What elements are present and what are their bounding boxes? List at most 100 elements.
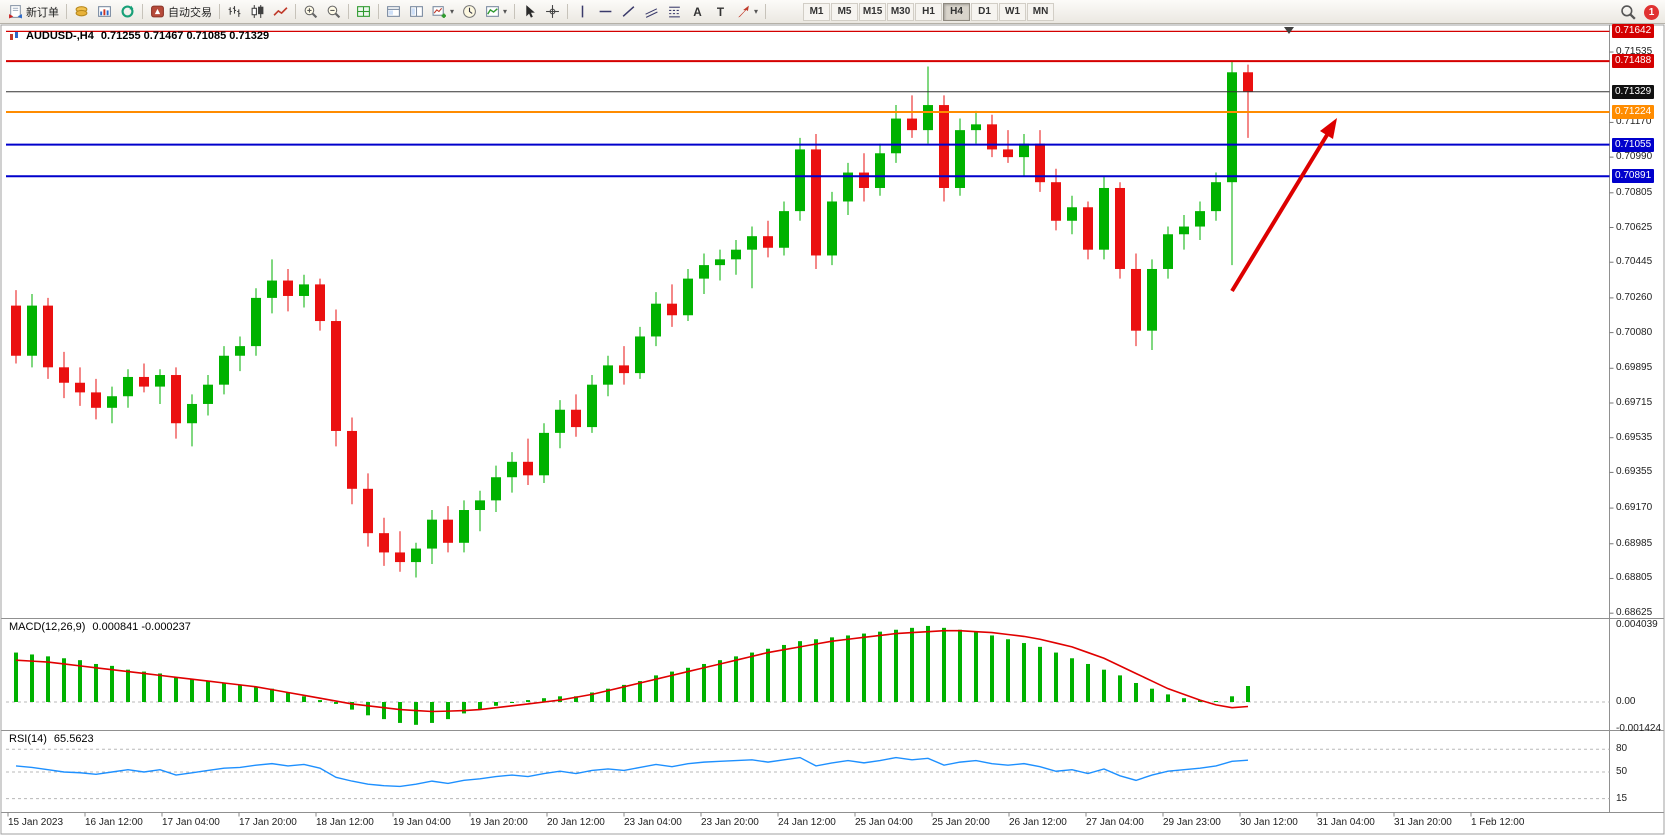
- text-label-button[interactable]: T: [709, 2, 732, 22]
- toolbar-separator: [66, 4, 67, 19]
- line-chart-button[interactable]: [269, 2, 292, 22]
- tile-windows-button[interactable]: [352, 2, 375, 22]
- notification-badge[interactable]: 1: [1644, 4, 1659, 20]
- shapes-button[interactable]: ▾: [732, 2, 762, 22]
- shapes-icon: [736, 4, 751, 19]
- toolbar-separator: [567, 4, 569, 19]
- toolbar-right: 1: [1620, 0, 1659, 24]
- timeframe-button-h4[interactable]: H4: [943, 2, 971, 21]
- chart-title: AUDUSD-,H4 0.71255 0.71467 0.71085 0.713…: [9, 30, 269, 42]
- vline-icon: [575, 4, 590, 19]
- price-tick-label: 0.70445: [1616, 256, 1653, 268]
- hline-icon: [598, 4, 613, 19]
- time-label: 18 Jan 12:00: [316, 817, 374, 828]
- time-label: 25 Jan 04:00: [855, 817, 913, 828]
- refresh-button[interactable]: [116, 2, 139, 22]
- new-order-button-label: 新订单: [26, 6, 59, 19]
- time-label: 31 Jan 04:00: [1317, 817, 1375, 828]
- refresh-icon: [120, 4, 135, 19]
- timeframe-button-m5[interactable]: M5: [831, 2, 859, 21]
- toolbar-separator: [378, 4, 379, 19]
- autotrade-button-label: 自动交易: [168, 6, 212, 19]
- price-tick-label: 0.71535: [1616, 46, 1653, 58]
- macd-scale-label: 0.004039: [1616, 619, 1658, 631]
- rsi-value: 65.5623: [53, 733, 94, 745]
- rsi-scale-label: 80: [1616, 743, 1628, 755]
- candle-chart-button[interactable]: [246, 2, 269, 22]
- price-tick-label: 0.70805: [1616, 186, 1653, 198]
- crosshair-button[interactable]: [541, 2, 564, 22]
- price-tick-label: 0.68625: [1616, 607, 1653, 619]
- timeframe-button-w1[interactable]: W1: [999, 2, 1027, 21]
- price-badge-0.71329: 0.71329: [1612, 84, 1655, 99]
- cascade-windows-button[interactable]: [405, 2, 428, 22]
- search-icon[interactable]: [1620, 4, 1636, 20]
- zoom-out-button[interactable]: [322, 2, 345, 22]
- grid-icon: [356, 4, 371, 19]
- timeframe-button-m30[interactable]: M30: [887, 2, 915, 21]
- metaeditor-button[interactable]: [70, 2, 93, 22]
- autotrade-button[interactable]: 自动交易: [146, 2, 216, 22]
- period-button[interactable]: [458, 2, 481, 22]
- cursor-icon: [522, 4, 537, 19]
- cursor-button[interactable]: [518, 2, 541, 22]
- rsi-indicator-label: RSI(14) 65.5623: [9, 733, 94, 745]
- market-watch-icon: [97, 4, 112, 19]
- chart-shift-marker[interactable]: [1284, 27, 1294, 34]
- time-label: 25 Jan 20:00: [932, 817, 990, 828]
- timeframe-button-m15[interactable]: M15: [859, 2, 887, 21]
- time-label: 17 Jan 04:00: [162, 817, 220, 828]
- market-watch-button[interactable]: [93, 2, 116, 22]
- toolbar-separator: [142, 4, 143, 19]
- macd-name: MACD(12,26,9): [9, 621, 86, 633]
- chevron-down-icon: ▾: [450, 7, 455, 16]
- macd-values: 0.000841 -0.000237: [92, 621, 191, 633]
- autotrade-icon: [150, 4, 165, 19]
- time-label: 15 Jan 2023: [8, 817, 64, 828]
- text-icon: A: [690, 4, 705, 19]
- horizontal-line-button[interactable]: [594, 2, 617, 22]
- fibo-icon: [667, 4, 682, 19]
- time-label: 1 Feb 12:00: [1471, 817, 1525, 828]
- candlestick-series: [11, 60, 1253, 578]
- time-label: 23 Jan 20:00: [701, 817, 759, 828]
- channel-button[interactable]: [640, 2, 663, 22]
- crosshair-icon: [545, 4, 560, 19]
- new-order-button[interactable]: 新订单: [4, 2, 63, 22]
- label-icon: T: [713, 4, 728, 19]
- macd-indicator-label: MACD(12,26,9) 0.000841 -0.000237: [9, 621, 191, 633]
- vertical-line-button[interactable]: [571, 2, 594, 22]
- clock-icon: [462, 4, 477, 19]
- timeframe-button-h1[interactable]: H1: [915, 2, 943, 21]
- chart-symbol-icon: [9, 31, 19, 41]
- new-chart-button[interactable]: ▾: [428, 2, 458, 22]
- timeframe-button-d1[interactable]: D1: [971, 2, 999, 21]
- arrange-windows-button[interactable]: [382, 2, 405, 22]
- timeframe-button-m1[interactable]: M1: [803, 2, 831, 21]
- trend-arrow-annotation[interactable]: [1230, 118, 1337, 293]
- zoom-in-button[interactable]: [299, 2, 322, 22]
- price-tick-label: 0.69535: [1616, 431, 1653, 443]
- toolbar-separator: [348, 4, 349, 19]
- time-label: 24 Jan 12:00: [778, 817, 836, 828]
- macd-scale-label: 0.00: [1616, 696, 1636, 707]
- trendline-button[interactable]: [617, 2, 640, 22]
- template-button[interactable]: ▾: [481, 2, 511, 22]
- bar-chart-button[interactable]: [223, 2, 246, 22]
- timeframe-button-mn[interactable]: MN: [1027, 2, 1055, 21]
- template-icon: [485, 4, 500, 19]
- fibonacci-button[interactable]: [663, 2, 686, 22]
- price-tick-label: 0.70260: [1616, 291, 1653, 303]
- candles-icon: [250, 4, 265, 19]
- price-tick-label: 0.70990: [1616, 151, 1653, 163]
- price-tick-label: 0.69895: [1616, 362, 1653, 374]
- price-scale[interactable]: 0.71535 0.71170 0.70990 0.70805 0.70625 0.704…: [1610, 24, 1665, 813]
- text-button[interactable]: A: [686, 2, 709, 22]
- price-badge-0.71224: 0.71224: [1612, 105, 1655, 119]
- time-scale[interactable]: 15 Jan 2023 16 Jan 12:00 17 Jan 04:00 17 Ja…: [0, 813, 1610, 834]
- time-label: 16 Jan 12:00: [85, 817, 143, 828]
- time-label: 29 Jan 23:00: [1163, 817, 1221, 828]
- rsi-scale-label: 15: [1616, 792, 1628, 804]
